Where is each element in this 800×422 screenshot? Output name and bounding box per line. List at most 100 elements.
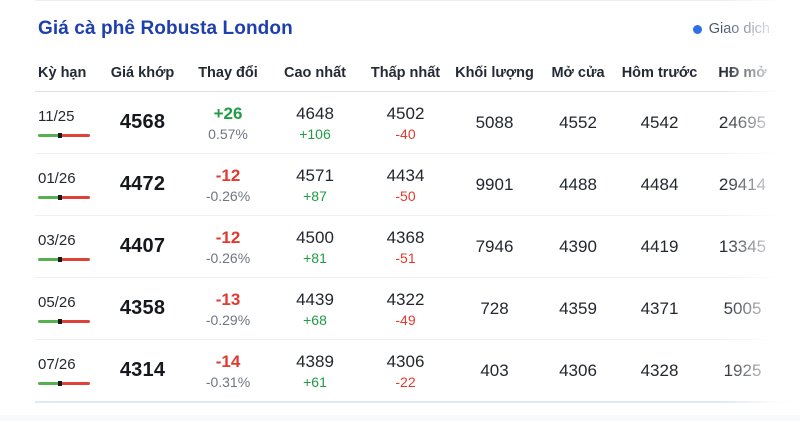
high-delta: +106 [299,125,331,142]
range-low-segment [38,381,58,386]
low-cell: 4368 -51 [359,216,452,277]
table-row: 11/25 4568 +26 0.57% 4648 +106 4502 -40 … [35,92,800,154]
high-delta: +87 [303,187,327,204]
change-value: -14 [215,351,241,371]
volume-cell: 9901 [452,154,537,215]
table-row: 07/26 4314 -14 -0.31% 4389 +61 4306 -22 … [35,340,800,403]
price-table-scroll-area[interactable]: Kỳ hạn Giá khớp Thay đổi Cao nhất Thấp n… [35,55,800,403]
contract-month-cell: 05/26 [35,278,100,339]
day-range-indicator [38,257,90,262]
range-high-segment [61,319,90,324]
contract-month: 07/26 [38,355,76,373]
last-price-cell: 4314 [100,340,185,401]
column-header-open: Mở cửa [551,65,605,81]
volume: 5088 [475,112,514,132]
day-range-indicator [38,381,90,386]
trading-status-legend[interactable]: Giao dịch [692,21,770,37]
last-price-cell: 4407 [100,216,185,277]
high-cell: 4571 +87 [271,154,359,215]
change-percent: 0.57% [208,125,248,142]
volume-cell: 728 [452,278,537,339]
open-interest-cell: 1925 [700,340,785,401]
low-cell: 4306 -22 [359,340,452,401]
range-low-segment [38,319,58,324]
previous-close: 4542 [640,112,679,132]
change-value: -12 [215,165,241,185]
change-value: -13 [215,289,241,309]
column-header-volume: Khối lượng [455,65,534,81]
range-marker-icon [57,319,62,324]
volume-cell: 7946 [452,216,537,277]
high-delta: +68 [303,311,327,328]
change-percent: -0.26% [205,249,251,266]
low-delta: -49 [395,311,416,328]
low-value: 4322 [386,289,425,309]
low-delta: -22 [395,373,416,390]
column-header-change: Thay đổi [198,65,258,81]
section-divider [0,415,800,421]
contract-month-cell: 03/26 [35,216,100,277]
open-price: 4306 [559,360,597,380]
column-header-previous: Hôm trước [621,65,698,81]
previous-close: 4328 [640,360,679,380]
range-high-segment [61,133,90,138]
column-header-open-interest: HĐ mở [718,65,767,81]
range-marker-icon [57,257,62,262]
open-interest-cell: 24695 [700,92,785,153]
table-row: 01/26 4472 -12 -0.26% 4571 +87 4434 -50 … [35,154,800,216]
low-value: 4502 [386,103,425,123]
contract-month-cell: 07/26 [35,340,100,401]
last-price-cell: 4568 [100,92,185,153]
column-header-last: Giá khớp [110,65,175,81]
open-interest: 1925 [723,360,762,380]
table-header-row: Kỳ hạn Giá khớp Thay đổi Cao nhất Thấp n… [35,55,800,92]
contract-month: 11/25 [38,107,75,125]
last-price-cell: 4472 [100,154,185,215]
change-cell: -12 -0.26% [185,154,271,215]
open-cell: 4390 [537,216,619,277]
open-interest: 5005 [723,298,762,318]
change-cell: -13 -0.29% [185,278,271,339]
day-range-indicator [38,195,90,200]
board-header: Giá cà phê Robusta London Giao dịch [35,1,800,55]
day-range-indicator [38,133,90,138]
previous-close-cell: 4484 [619,154,700,215]
last-price: 4472 [119,173,166,195]
open-price: 4552 [559,112,597,132]
change-percent: -0.31% [205,373,251,390]
change-cell: -14 -0.31% [185,340,271,401]
volume: 728 [480,298,509,318]
volume-cell: 403 [452,340,537,401]
low-cell: 4322 -49 [359,278,452,339]
volume: 403 [480,360,509,380]
status-label: Giao dịch [708,21,770,37]
last-price: 4314 [119,359,166,381]
column-header-contract: Kỳ hạn [38,65,87,81]
column-header-low: Thấp nhất [370,65,441,81]
high-cell: 4648 +106 [271,92,359,153]
status-dot-icon [692,24,702,34]
open-interest-cell: 5005 [700,278,785,339]
change-percent: -0.26% [205,187,251,204]
previous-close: 4371 [640,298,679,318]
high-value: 4439 [296,289,334,309]
change-percent: -0.29% [205,311,251,328]
open-interest: 13345 [718,236,767,256]
open-price: 4359 [559,298,597,318]
high-delta: +61 [303,373,327,390]
table-row: 03/26 4407 -12 -0.26% 4500 +81 4368 -51 … [35,216,800,278]
range-low-segment [38,195,58,200]
change-cell: +26 0.57% [185,92,271,153]
previous-close-cell: 4328 [619,340,700,401]
volume: 7946 [475,236,514,256]
open-cell: 4552 [537,92,619,153]
low-delta: -40 [395,125,416,142]
change-value: +26 [213,103,243,123]
low-value: 4306 [386,351,425,371]
open-cell: 4306 [537,340,619,401]
range-low-segment [38,257,58,262]
contract-month-cell: 01/26 [35,154,100,215]
range-high-segment [61,381,90,386]
previous-close: 4419 [640,236,679,256]
low-value: 4368 [386,227,425,247]
